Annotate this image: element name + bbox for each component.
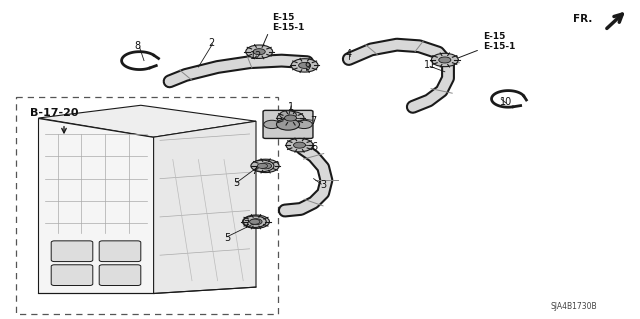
Text: E-15-1: E-15-1 [272,23,305,32]
Text: 11: 11 [424,60,436,70]
Text: 12: 12 [250,51,262,61]
Text: FR.: FR. [573,13,592,24]
Polygon shape [154,121,256,293]
Circle shape [253,49,265,55]
Circle shape [246,45,273,58]
FancyBboxPatch shape [51,265,93,286]
Text: 8: 8 [134,41,141,51]
Circle shape [285,115,296,121]
Circle shape [299,63,310,68]
Text: 6: 6 [312,142,318,152]
FancyBboxPatch shape [263,110,313,138]
Text: B-17-20: B-17-20 [30,108,79,118]
Circle shape [291,59,318,72]
Circle shape [243,216,266,227]
FancyBboxPatch shape [99,241,141,262]
Circle shape [296,120,312,129]
Text: 5: 5 [234,178,240,189]
Circle shape [260,163,271,169]
Text: 7: 7 [310,116,317,126]
Text: 10: 10 [499,97,512,107]
Text: 4: 4 [346,49,352,59]
FancyBboxPatch shape [51,241,93,262]
Circle shape [286,138,313,152]
Circle shape [439,57,451,63]
Circle shape [250,219,260,224]
Text: E-15-1: E-15-1 [483,42,516,51]
Text: 1: 1 [288,102,294,112]
Bar [16,97,278,314]
Text: 7: 7 [243,220,250,230]
Circle shape [277,111,304,125]
Circle shape [280,111,296,119]
Text: 5: 5 [224,233,230,243]
Circle shape [243,215,269,228]
Circle shape [251,160,274,172]
Circle shape [276,119,300,130]
Circle shape [294,142,305,148]
Circle shape [431,53,458,67]
FancyBboxPatch shape [99,265,141,286]
Text: 2: 2 [208,38,214,48]
Circle shape [252,159,279,173]
Circle shape [264,120,280,129]
Text: SJA4B1730B: SJA4B1730B [550,302,597,311]
Text: 7: 7 [252,166,258,176]
Text: E-15: E-15 [272,13,294,22]
Text: 3: 3 [320,180,326,190]
Text: E-15: E-15 [483,32,506,41]
Circle shape [250,219,262,225]
Polygon shape [38,118,154,293]
Polygon shape [38,105,256,137]
Circle shape [257,163,268,168]
Text: 9: 9 [304,62,310,72]
